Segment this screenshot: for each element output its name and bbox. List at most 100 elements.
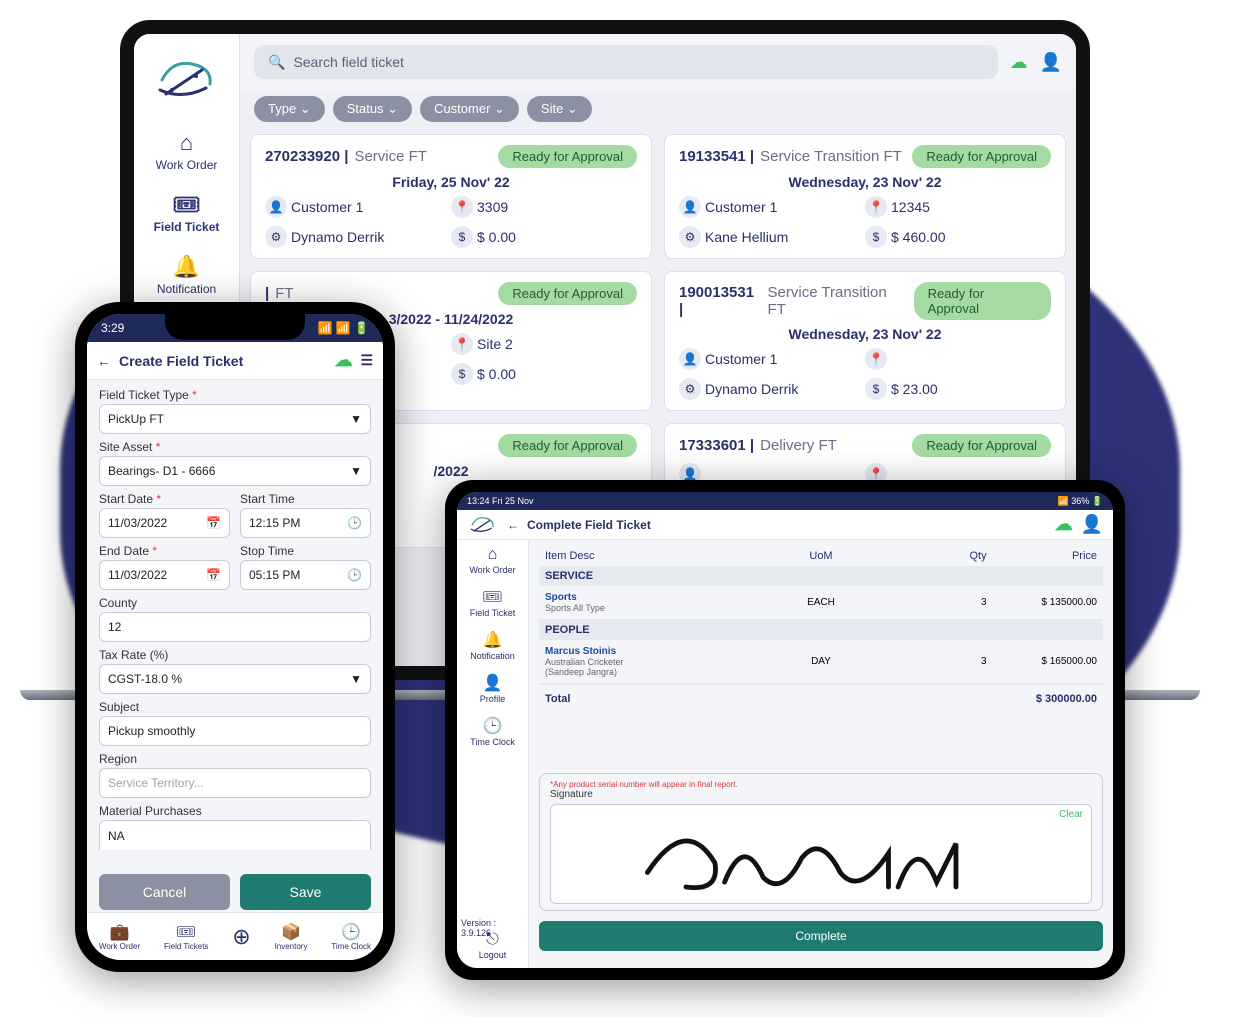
nav-work-order[interactable]: ⌂Work Order	[134, 120, 239, 182]
nav-profile[interactable]: 👤Profile	[457, 667, 528, 710]
phone-header: ← Create Field Ticket ☁ ☰	[87, 342, 383, 380]
dollar-icon: $	[865, 378, 887, 400]
row-qty: 3	[876, 656, 986, 667]
label-tax: Tax Rate (%)	[99, 648, 371, 662]
gear-icon: ⚙	[679, 226, 701, 248]
label-county: County	[99, 596, 371, 610]
nav-notification[interactable]: 🔔Notification	[457, 624, 528, 667]
status-badge: Ready for Approval	[912, 434, 1051, 457]
plus-icon: ⊕	[232, 924, 250, 950]
tab-inventory[interactable]: 📦Inventory	[275, 922, 308, 951]
ticket-type: FT	[275, 285, 293, 302]
input-region[interactable]: Service Territory...	[99, 768, 371, 798]
table-row[interactable]: SportsSports All Type EACH 3 $ 135000.00	[539, 586, 1103, 620]
ticket-site: Site 2	[477, 336, 637, 352]
select-tax[interactable]: CGST-18.0 %▼	[99, 664, 371, 694]
input-subject[interactable]: Pickup smoothly	[99, 716, 371, 746]
ticket-site: 12345	[891, 199, 1051, 215]
nav-work-order[interactable]: ⌂Work Order	[457, 540, 528, 581]
filter-status[interactable]: Status ⌄	[333, 96, 412, 122]
pin-icon: 📍	[451, 196, 473, 218]
back-icon[interactable]: ←	[97, 353, 111, 369]
input-stop-time[interactable]: 05:15 PM🕒	[240, 560, 371, 590]
dollar-icon: $	[865, 226, 887, 248]
ticket-card[interactable]: 190013531 | Service Transition FTReady f…	[664, 271, 1066, 411]
home-icon: ⌂	[457, 546, 528, 564]
input-material[interactable]: NA	[99, 820, 371, 850]
person-icon: 👤	[679, 196, 701, 218]
cloud-icon[interactable]: ☁	[1055, 514, 1073, 535]
nav-notification[interactable]: 🔔Notification	[134, 244, 239, 306]
profile-icon: 👤	[457, 673, 528, 693]
ticket-id: 19133541 |	[679, 148, 754, 165]
signature-canvas[interactable]: Clear	[550, 804, 1092, 904]
status-icons: 📶 📶 🔋	[318, 321, 370, 335]
cloud-icon[interactable]: ☁	[1010, 52, 1028, 73]
ticket-tech: Dynamo Derrik	[705, 381, 865, 397]
briefcase-icon: 💼	[99, 922, 140, 942]
label-start-date: Start Date *	[99, 492, 230, 506]
row-sub: Australian Cricketer	[545, 657, 766, 667]
row-price: $ 135000.00	[987, 597, 1097, 608]
tablet-sidebar: ⌂Work Order 🎟Field Ticket 🔔Notification …	[457, 540, 529, 968]
table-row[interactable]: Marcus StoinisAustralian Cricketer(Sande…	[539, 640, 1103, 684]
select-asset[interactable]: Bearings- D1 - 6666▼	[99, 456, 371, 486]
save-button[interactable]: Save	[240, 874, 371, 910]
input-end-date[interactable]: 11/03/2022📅	[99, 560, 230, 590]
laptop-topbar: 🔍 Search field ticket ☁ 👤	[240, 34, 1076, 90]
gear-icon: ⚙	[679, 378, 701, 400]
filter-site[interactable]: Site ⌄	[527, 96, 592, 122]
cloud-icon[interactable]: ☁	[334, 350, 352, 371]
phone-notch	[165, 314, 305, 340]
back-icon[interactable]: ←	[507, 518, 519, 532]
phone-frame: 3:29 📶 📶 🔋 ← Create Field Ticket ☁ ☰ Fie…	[75, 302, 395, 972]
person-icon: 👤	[679, 348, 701, 370]
person-icon: 👤	[265, 196, 287, 218]
ticket-card[interactable]: 270233920 | Service FTReady for Approval…	[250, 134, 652, 259]
total-label: Total	[545, 693, 570, 705]
label-end-date: End Date *	[99, 544, 230, 558]
signature-stroke	[551, 805, 1091, 901]
user-icon[interactable]: 👤	[1081, 514, 1103, 535]
nav-field-ticket[interactable]: 🎟Field Ticket	[457, 581, 528, 624]
label-region: Region	[99, 752, 371, 766]
ticket-card[interactable]: 19133541 | Service Transition FTReady fo…	[664, 134, 1066, 259]
input-start-date[interactable]: 11/03/2022📅	[99, 508, 230, 538]
menu-icon[interactable]: ☰	[360, 352, 373, 369]
tab-field-tickets[interactable]: 🎟Field Tickets	[164, 922, 208, 951]
status-badge: Ready for Approval	[912, 145, 1051, 168]
input-county[interactable]: 12	[99, 612, 371, 642]
col-uom: UoM	[766, 550, 876, 562]
ticket-customer: Customer 1	[291, 199, 451, 215]
filter-customer[interactable]: Customer ⌄	[420, 96, 519, 122]
user-icon[interactable]: 👤	[1040, 52, 1062, 73]
filter-type[interactable]: Type ⌄	[254, 96, 325, 122]
label-material: Material Purchases	[99, 804, 371, 818]
select-type[interactable]: PickUp FT▼	[99, 404, 371, 434]
ticket-tech: Dynamo Derrik	[291, 229, 451, 245]
tablet-body: Item Desc UoM Qty Price SERVICE SportsSp…	[529, 540, 1113, 968]
col-desc: Item Desc	[545, 550, 766, 562]
pin-icon: 📍	[865, 196, 887, 218]
ticket-icon: 🎟	[457, 587, 528, 607]
input-start-time[interactable]: 12:15 PM🕒	[240, 508, 371, 538]
tablet-statusbar: 13:24 Fri 25 Nov 📶 36% 🔋	[457, 492, 1113, 510]
tab-add[interactable]: ⊕	[232, 924, 250, 950]
nav-time-clock[interactable]: 🕒Time Clock	[457, 710, 528, 753]
row-qty: 3	[876, 597, 986, 608]
row-price: $ 165000.00	[987, 656, 1097, 667]
ticket-icon: 🎟	[134, 192, 239, 218]
nav-field-ticket[interactable]: 🎟Field Ticket	[134, 182, 239, 244]
calendar-icon: 📅	[206, 516, 221, 530]
inventory-icon: 📦	[275, 922, 308, 942]
clock-icon: 🕒	[347, 568, 362, 582]
complete-button[interactable]: Complete	[539, 921, 1103, 951]
nav-logout[interactable]: ⎋Logout	[457, 925, 528, 966]
cancel-button[interactable]: Cancel	[99, 874, 230, 910]
ticket-id: |	[265, 285, 269, 302]
search-input[interactable]: 🔍 Search field ticket	[254, 45, 998, 79]
ticket-type: Service Transition FT	[768, 284, 908, 318]
phone-actions: Cancel Save	[99, 874, 371, 910]
tab-time-clock[interactable]: 🕒Time Clock	[331, 922, 371, 951]
tab-work-order[interactable]: 💼Work Order	[99, 922, 140, 951]
